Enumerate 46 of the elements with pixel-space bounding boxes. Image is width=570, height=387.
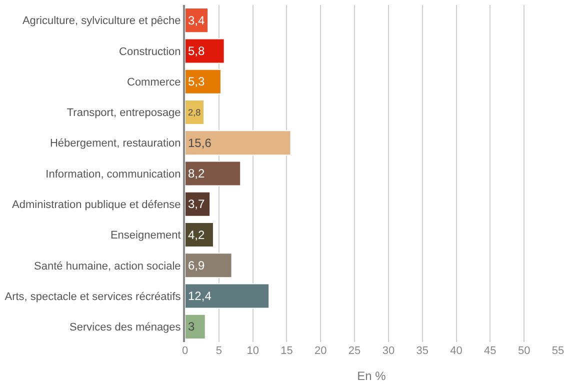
x-axis-title: En % [357,368,386,383]
data-label: 15,6 [188,136,212,150]
bar [185,8,209,34]
data-label: 5,8 [188,44,206,58]
bar [185,99,204,125]
x-tick-label: 50 [518,345,530,357]
bar [185,160,242,186]
bar [185,222,214,248]
y-tick-label: Enseignement [110,230,181,242]
y-tick-label: Information, communication [46,168,181,180]
y-tick-label: Commerce [127,76,181,88]
bar [185,38,225,64]
x-tick-label: 40 [450,345,462,357]
data-label: 5,3 [188,74,206,89]
x-tick-label: 5 [216,345,222,357]
data-label: 3 [188,320,195,334]
data-label: 3,7 [188,197,206,212]
bar [185,68,222,94]
data-label: 2,8 [188,107,201,118]
bar [185,130,292,156]
x-tick-label: 0 [182,345,188,357]
x-tick-label: 10 [246,345,259,357]
x-tick-label: 15 [280,345,293,357]
y-tick-label: Services des ménages [70,322,182,334]
data-label: 6,9 [188,258,206,272]
y-tick-label: Construction [119,46,181,58]
y-tick-label: Agriculture, sylviculture et pêche [22,15,181,28]
y-tick-label: Hébergement, restauration [50,138,181,150]
bar [185,314,206,340]
x-tick-label: 45 [484,345,496,357]
bar [185,252,232,278]
bar [185,191,211,217]
data-label: 8,2 [188,166,206,180]
bar [185,283,270,309]
x-tick-label: 35 [416,345,428,357]
y-tick-label: Santé humaine, action sociale [34,260,181,272]
x-tick-label: 25 [348,345,361,357]
data-label: 3,4 [188,13,206,28]
y-tick-label: Transport, entreposage [66,107,181,120]
x-tick-label: 20 [314,345,327,357]
x-tick-label: 55 [552,345,564,357]
data-label: 12,4 [188,289,212,304]
y-tick-label: Administration publique et défense [12,198,181,211]
y-tick-label: Arts, spectacle et services récréatifs [4,290,182,303]
x-tick-label: 30 [382,345,395,357]
data-label: 4,2 [188,228,206,242]
